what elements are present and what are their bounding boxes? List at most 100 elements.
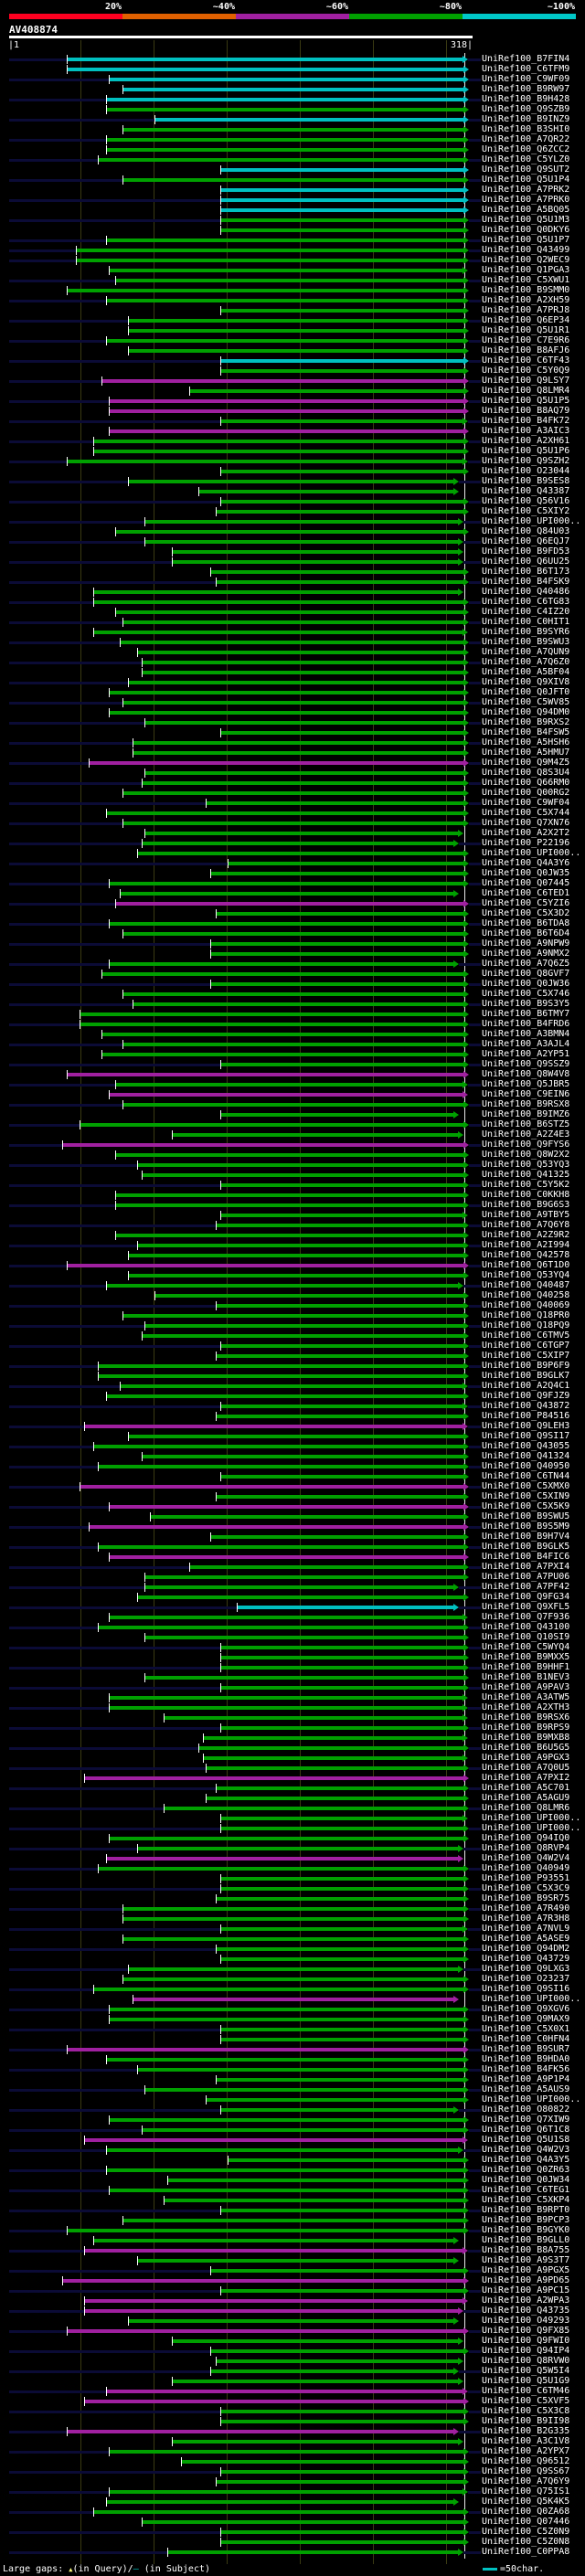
- hit-label[interactable]: UniRef100_Q9XIV8: [482, 677, 570, 687]
- hit-label[interactable]: UniRef100_C5X744: [482, 808, 570, 818]
- hit-label[interactable]: UniRef100_Q75IS1: [482, 2486, 570, 2496]
- hit-label[interactable]: UniRef100_C5WV85: [482, 697, 570, 707]
- hit-label[interactable]: UniRef100_B9P6F9: [482, 1361, 570, 1371]
- hit-label[interactable]: UniRef100_Q4W2V3: [482, 2145, 570, 2155]
- hit-label[interactable]: UniRef100_Q18PR0: [482, 1310, 570, 1320]
- hit-label[interactable]: UniRef100_B6TDA8: [482, 918, 570, 928]
- hit-label[interactable]: UniRef100_B8A755: [482, 2245, 570, 2255]
- hit-label[interactable]: UniRef100_B4FSK9: [482, 577, 570, 587]
- hit-label[interactable]: UniRef100_Q5U1S8: [482, 2135, 570, 2145]
- hit-label[interactable]: UniRef100_Q4W2V4: [482, 1853, 570, 1863]
- hit-label[interactable]: UniRef100_A7PXI2: [482, 1773, 570, 1783]
- hit-label[interactable]: UniRef100_Q43387: [482, 486, 570, 496]
- hit-label[interactable]: UniRef100_UPI000..: [482, 2094, 581, 2104]
- hit-label[interactable]: UniRef100_B1NEV3: [482, 1672, 570, 1682]
- hit-label[interactable]: UniRef100_Q9LSY7: [482, 376, 570, 386]
- hit-label[interactable]: UniRef100_Q41325: [482, 1170, 570, 1180]
- hit-label[interactable]: UniRef100_A7Q6Z0: [482, 657, 570, 667]
- hit-label[interactable]: UniRef100_C7E9R6: [482, 335, 570, 345]
- hit-label[interactable]: UniRef100_B2G335: [482, 2426, 570, 2436]
- hit-label[interactable]: UniRef100_C5XVF5: [482, 2396, 570, 2406]
- hit-label[interactable]: UniRef100_Q43872: [482, 1401, 570, 1411]
- hit-label[interactable]: UniRef100_A7QR22: [482, 134, 570, 144]
- hit-label[interactable]: UniRef100_Q43735: [482, 2306, 570, 2316]
- hit-label[interactable]: UniRef100_A2XH59: [482, 295, 570, 305]
- hit-label[interactable]: UniRef100_Q8RVW0: [482, 2356, 570, 2366]
- hit-label[interactable]: UniRef100_B7FIN4: [482, 54, 570, 64]
- hit-label[interactable]: UniRef100_Q4A3Y5: [482, 2155, 570, 2165]
- hit-label[interactable]: UniRef100_Q9FYS6: [482, 1140, 570, 1150]
- hit-label[interactable]: UniRef100_B9SUR7: [482, 2044, 570, 2054]
- hit-label[interactable]: UniRef100_Q9FX85: [482, 2326, 570, 2336]
- hit-label[interactable]: UniRef100_Q9SI17: [482, 1431, 570, 1441]
- hit-label[interactable]: UniRef100_Q8RVP4: [482, 1843, 570, 1853]
- hit-label[interactable]: UniRef100_C5X3D2: [482, 908, 570, 918]
- hit-label[interactable]: UniRef100_Q53YQ3: [482, 1160, 570, 1170]
- hit-label[interactable]: UniRef100_B9FD53: [482, 546, 570, 557]
- hit-label[interactable]: UniRef100_A2YPX7: [482, 2446, 570, 2456]
- hit-label[interactable]: UniRef100_A7Q6Y8: [482, 1220, 570, 1230]
- hit-label[interactable]: UniRef100_C6TF43: [482, 355, 570, 366]
- hit-label[interactable]: UniRef100_Q5K4K5: [482, 2496, 570, 2507]
- hit-label[interactable]: UniRef100_A3ATW5: [482, 1692, 570, 1702]
- hit-label[interactable]: UniRef100_B4FSW5: [482, 727, 570, 737]
- hit-label[interactable]: UniRef100_B9RSX8: [482, 1099, 570, 1109]
- hit-label[interactable]: UniRef100_C5X746: [482, 989, 570, 999]
- hit-label[interactable]: UniRef100_Q7XN76: [482, 818, 570, 828]
- hit-label[interactable]: UniRef100_Q5U1P7: [482, 235, 570, 245]
- hit-label[interactable]: UniRef100_B9RSX6: [482, 1712, 570, 1723]
- hit-label[interactable]: UniRef100_P22196: [482, 838, 570, 848]
- hit-label[interactable]: UniRef100_C6TEG1: [482, 2185, 570, 2195]
- hit-label[interactable]: UniRef100_C5XIN9: [482, 1491, 570, 1501]
- hit-label[interactable]: UniRef100_A9PGX3: [482, 1753, 570, 1763]
- hit-label[interactable]: UniRef100_A3AIC3: [482, 426, 570, 436]
- hit-label[interactable]: UniRef100_C0HFN4: [482, 2034, 570, 2044]
- hit-label[interactable]: UniRef100_Q9LXG3: [482, 1964, 570, 1974]
- hit-label[interactable]: UniRef100_A9PAV3: [482, 1682, 570, 1692]
- hit-label[interactable]: UniRef100_A7QUN9: [482, 647, 570, 657]
- hit-label[interactable]: UniRef100_Q40950: [482, 1461, 570, 1471]
- hit-label[interactable]: UniRef100_A2Z4E3: [482, 1129, 570, 1140]
- hit-label[interactable]: UniRef100_A9PD65: [482, 2275, 570, 2285]
- hit-label[interactable]: UniRef100_Q9XFL5: [482, 1602, 570, 1612]
- hit-label[interactable]: UniRef100_A9S3T7: [482, 2255, 570, 2265]
- hit-label[interactable]: UniRef100_B9GLK7: [482, 1371, 570, 1381]
- hit-label[interactable]: UniRef100_B9G6S3: [482, 1200, 570, 1210]
- hit-label[interactable]: UniRef100_Q9SS67: [482, 2466, 570, 2476]
- hit-label[interactable]: UniRef100_Q7XIW9: [482, 2115, 570, 2125]
- hit-label[interactable]: UniRef100_C5XMX0: [482, 1481, 570, 1491]
- hit-label[interactable]: UniRef100_B9HHF1: [482, 1662, 570, 1672]
- hit-label[interactable]: UniRef100_B9RW97: [482, 84, 570, 94]
- hit-label[interactable]: UniRef100_A2I994: [482, 1240, 570, 1250]
- hit-label[interactable]: UniRef100_Q0JW34: [482, 2175, 570, 2185]
- hit-label[interactable]: UniRef100_A2WPA3: [482, 2295, 570, 2306]
- hit-label[interactable]: UniRef100_Q5U1P5: [482, 396, 570, 406]
- hit-label[interactable]: UniRef100_C5Y0Q9: [482, 366, 570, 376]
- hit-label[interactable]: UniRef100_A7PXI4: [482, 1562, 570, 1572]
- hit-label[interactable]: UniRef100_Q40486: [482, 587, 570, 597]
- hit-label[interactable]: UniRef100_B6TMY7: [482, 1009, 570, 1019]
- hit-label[interactable]: UniRef100_A5AUS9: [482, 2084, 570, 2094]
- hit-label[interactable]: UniRef100_B9RXS2: [482, 717, 570, 727]
- hit-label[interactable]: UniRef100_A7R3H8: [482, 1913, 570, 1924]
- hit-label[interactable]: UniRef100_B4FK56: [482, 2064, 570, 2074]
- hit-label[interactable]: UniRef100_B6T173: [482, 567, 570, 577]
- hit-label[interactable]: UniRef100_B9H7V4: [482, 1532, 570, 1542]
- hit-label[interactable]: UniRef100_A2Q4C1: [482, 1381, 570, 1391]
- hit-label[interactable]: UniRef100_Q0JW35: [482, 868, 570, 878]
- hit-label[interactable]: UniRef100_Q94DM2: [482, 1944, 570, 1954]
- hit-label[interactable]: UniRef100_B9SWU3: [482, 637, 570, 647]
- hit-label[interactable]: UniRef100_B6U5G5: [482, 1743, 570, 1753]
- hit-label[interactable]: UniRef100_A7PF42: [482, 1582, 570, 1592]
- hit-label[interactable]: UniRef100_A7PU06: [482, 1572, 570, 1582]
- hit-label[interactable]: UniRef100_A9TBY5: [482, 1210, 570, 1220]
- hit-label[interactable]: UniRef100_C9EIN6: [482, 1089, 570, 1099]
- hit-label[interactable]: UniRef100_UPI000..: [482, 1823, 581, 1833]
- hit-label[interactable]: UniRef100_Q40258: [482, 1290, 570, 1300]
- hit-label[interactable]: UniRef100_B4FIC6: [482, 1552, 570, 1562]
- hit-label[interactable]: UniRef100_C9WF09: [482, 74, 570, 84]
- hit-label[interactable]: UniRef100_B9S3Y5: [482, 999, 570, 1009]
- hit-label[interactable]: UniRef100_Q8W4V8: [482, 1069, 570, 1079]
- hit-label[interactable]: UniRef100_C9WF04: [482, 798, 570, 808]
- hit-label[interactable]: UniRef100_C5XIP7: [482, 1351, 570, 1361]
